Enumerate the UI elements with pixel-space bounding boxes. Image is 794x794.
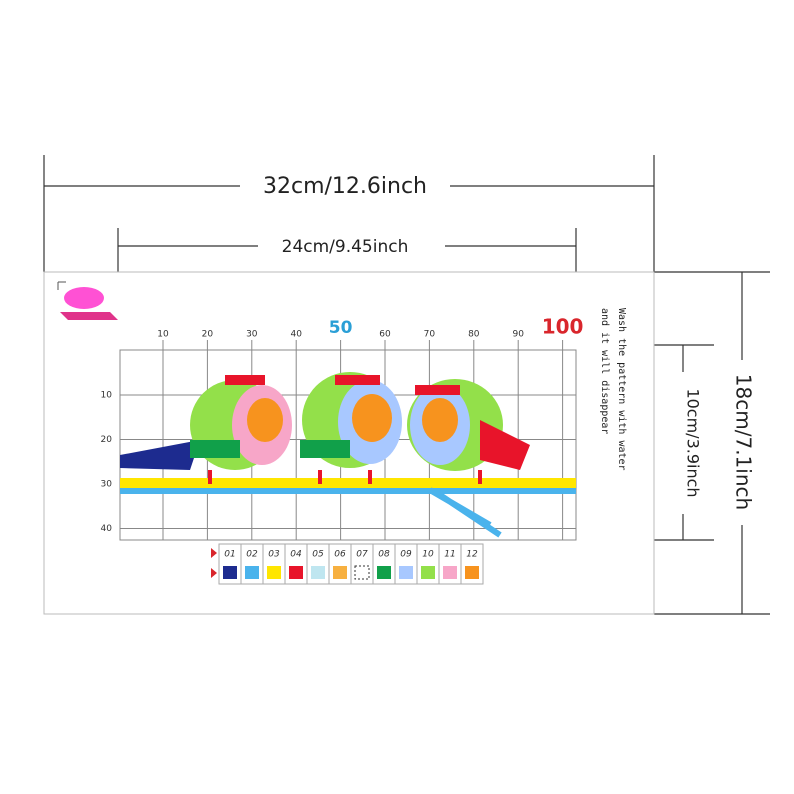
legend-code: 04 <box>290 550 302 560</box>
legend-cell <box>460 543 484 585</box>
column-label: 10 <box>157 330 169 340</box>
column-label: 90 <box>512 330 524 340</box>
legend-code: 09 <box>400 550 412 560</box>
legend-swatch <box>421 566 435 579</box>
logo <box>57 281 118 320</box>
column-label: 70 <box>424 330 436 340</box>
legend-swatch <box>289 566 303 579</box>
legend-swatch <box>245 566 259 579</box>
outer-height-label: 18cm/7.1inch <box>732 374 756 510</box>
legend-swatch <box>377 566 391 579</box>
column-label: 30 <box>246 330 258 340</box>
legend-code: 10 <box>422 550 434 560</box>
legend-swatch <box>333 566 347 579</box>
row-label: 30 <box>101 480 113 490</box>
legend-arrow <box>211 548 217 578</box>
legend-swatch <box>399 566 413 579</box>
inner-height-label: 10cm/3.9inch <box>684 388 703 497</box>
column-label: 100 <box>542 315 584 339</box>
column-label: 40 <box>290 330 302 340</box>
legend-code: 02 <box>246 550 258 560</box>
legend-code: 05 <box>312 550 324 560</box>
row-label: 40 <box>101 524 113 534</box>
column-label: 50 <box>329 318 353 338</box>
legend-swatch <box>267 566 281 579</box>
legend-swatch <box>223 566 237 579</box>
legend-swatch <box>354 565 370 580</box>
legend-swatch <box>465 566 479 579</box>
pattern-grid-frame <box>119 349 577 541</box>
outer-width-label: 32cm/12.6inch <box>263 174 427 199</box>
legend-code: 01 <box>224 550 235 560</box>
legend-code: 03 <box>268 550 280 560</box>
legend-code: 12 <box>466 550 478 560</box>
legend-code: 07 <box>356 550 368 560</box>
legend-swatch <box>311 566 325 579</box>
legend-swatch <box>443 566 457 579</box>
column-label: 20 <box>202 330 214 340</box>
inner-width-label: 24cm/9.45inch <box>282 237 409 257</box>
pattern-note: Wash the pattern with water <box>616 308 627 471</box>
legend-code: 11 <box>444 550 455 560</box>
row-label: 20 <box>101 435 113 445</box>
column-label: 60 <box>379 330 391 340</box>
row-label: 10 <box>101 391 113 401</box>
bird-artwork <box>120 372 576 538</box>
pattern-note: and it will disappear <box>599 308 610 434</box>
legend-code: 06 <box>334 550 346 560</box>
legend-code: 08 <box>378 550 390 560</box>
column-label: 80 <box>468 330 480 340</box>
